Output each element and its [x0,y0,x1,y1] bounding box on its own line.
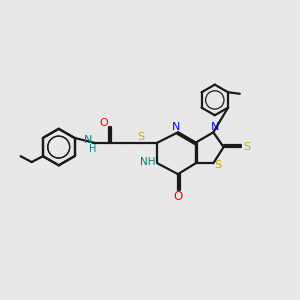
Text: O: O [173,190,183,203]
Text: N: N [84,135,92,145]
Text: N: N [211,122,219,132]
Text: N: N [171,122,180,132]
Text: NH: NH [140,157,156,167]
Text: S: S [243,142,250,152]
Text: S: S [214,160,221,170]
Text: O: O [100,118,108,128]
Text: H: H [88,144,96,154]
Text: S: S [138,132,145,142]
